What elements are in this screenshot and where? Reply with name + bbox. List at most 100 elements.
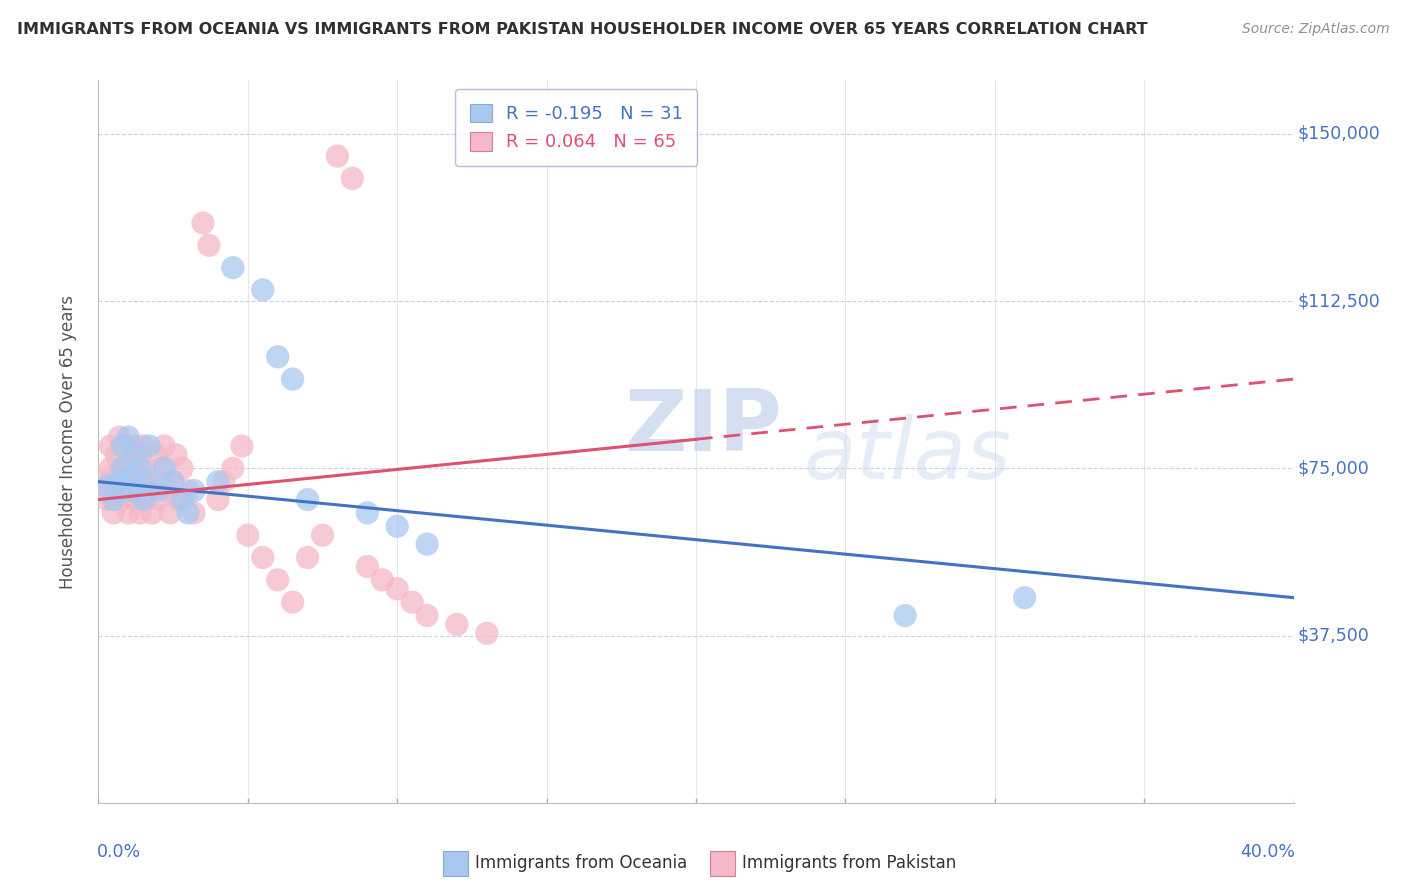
Point xyxy=(114,439,136,453)
Text: Immigrants from Pakistan: Immigrants from Pakistan xyxy=(742,855,956,872)
Text: ZIP: ZIP xyxy=(624,385,782,468)
Point xyxy=(222,461,245,475)
Point xyxy=(93,475,115,489)
Point xyxy=(103,475,125,489)
Point xyxy=(371,573,394,587)
Point xyxy=(416,608,439,623)
Point xyxy=(198,238,221,252)
Point xyxy=(141,506,163,520)
Point xyxy=(385,582,409,596)
Point xyxy=(297,550,319,565)
Point xyxy=(108,430,131,444)
Text: IMMIGRANTS FROM OCEANIA VS IMMIGRANTS FROM PAKISTAN HOUSEHOLDER INCOME OVER 65 Y: IMMIGRANTS FROM OCEANIA VS IMMIGRANTS FR… xyxy=(17,22,1147,37)
Point xyxy=(148,483,170,498)
Point xyxy=(183,506,205,520)
Point xyxy=(135,492,157,507)
Point xyxy=(103,506,125,520)
Point xyxy=(114,461,136,475)
Point xyxy=(311,528,333,542)
Point xyxy=(105,448,128,462)
Legend: R = -0.195   N = 31, R = 0.064   N = 65: R = -0.195 N = 31, R = 0.064 N = 65 xyxy=(456,89,697,166)
Point xyxy=(124,492,146,507)
Text: Immigrants from Oceania: Immigrants from Oceania xyxy=(475,855,688,872)
Point xyxy=(117,483,139,498)
Point xyxy=(105,483,128,498)
Point xyxy=(167,492,190,507)
Point xyxy=(114,483,136,498)
Point xyxy=(446,617,468,632)
Point xyxy=(342,171,364,186)
Point xyxy=(165,448,187,462)
Point xyxy=(108,461,131,475)
Point xyxy=(156,483,179,498)
Point xyxy=(132,475,155,489)
Point xyxy=(297,492,319,507)
Point xyxy=(135,461,157,475)
Point xyxy=(385,519,409,533)
Point xyxy=(191,216,214,230)
Point xyxy=(207,492,229,507)
Point xyxy=(129,448,152,462)
Point xyxy=(129,506,152,520)
Point xyxy=(120,448,142,462)
Point xyxy=(475,626,498,640)
Point xyxy=(138,483,160,498)
Point xyxy=(129,461,152,475)
Text: Source: ZipAtlas.com: Source: ZipAtlas.com xyxy=(1241,22,1389,37)
Text: $150,000: $150,000 xyxy=(1298,125,1379,143)
Text: $112,500: $112,500 xyxy=(1298,292,1379,310)
Point xyxy=(120,475,142,489)
Text: atlas: atlas xyxy=(804,415,1011,498)
Point xyxy=(90,483,112,498)
Point xyxy=(127,483,149,498)
Point xyxy=(124,448,146,462)
Point xyxy=(281,595,304,609)
Point xyxy=(153,439,176,453)
Point xyxy=(416,537,439,551)
Point xyxy=(98,461,122,475)
Point xyxy=(117,506,139,520)
Point xyxy=(138,439,160,453)
Point xyxy=(162,475,184,489)
Y-axis label: Householder Income Over 65 years: Householder Income Over 65 years xyxy=(59,294,77,589)
Point xyxy=(281,372,304,386)
Point xyxy=(111,492,134,507)
Point xyxy=(96,479,118,493)
Point xyxy=(96,492,118,507)
Point xyxy=(111,461,134,475)
Point xyxy=(117,470,139,484)
Point xyxy=(132,439,155,453)
Point xyxy=(326,149,349,163)
Point xyxy=(207,475,229,489)
Point xyxy=(183,483,205,498)
Point xyxy=(127,461,149,475)
Point xyxy=(172,461,194,475)
Point xyxy=(401,595,423,609)
Point xyxy=(98,439,122,453)
Point xyxy=(148,475,170,489)
Point xyxy=(148,492,170,507)
Point xyxy=(212,475,235,489)
Point xyxy=(124,439,146,453)
Point xyxy=(108,475,131,489)
Point xyxy=(150,461,173,475)
Point xyxy=(356,559,378,574)
Point xyxy=(222,260,245,275)
Point xyxy=(162,475,184,489)
Point xyxy=(1014,591,1036,605)
Text: $75,000: $75,000 xyxy=(1298,459,1369,477)
Point xyxy=(143,448,166,462)
Point xyxy=(252,283,274,297)
Point xyxy=(117,430,139,444)
Point xyxy=(177,506,200,520)
Point xyxy=(135,475,157,489)
Point xyxy=(231,439,253,453)
Point xyxy=(111,475,134,489)
Point xyxy=(894,608,917,623)
Point xyxy=(103,492,125,507)
Point xyxy=(356,506,378,520)
Point xyxy=(111,439,134,453)
Text: 0.0%: 0.0% xyxy=(97,843,142,861)
Text: 40.0%: 40.0% xyxy=(1240,843,1295,861)
Point xyxy=(132,492,155,507)
